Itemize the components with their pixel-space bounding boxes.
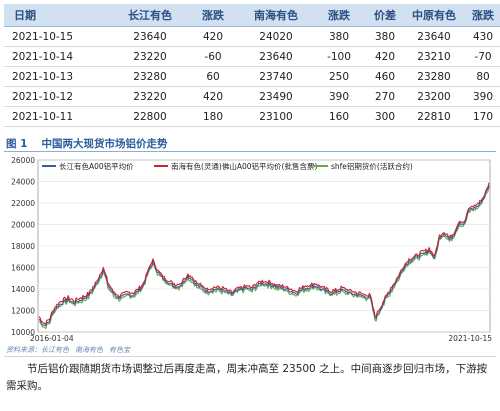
source-youse: 有色宝 bbox=[109, 346, 130, 354]
legend-label: 南海有色(灵通)佛山A00铝平均价(批售含票) bbox=[171, 161, 317, 171]
cell-change: 430 bbox=[460, 26, 500, 47]
table-row: 2021-10-11 22800 180 23100 160 300 22810… bbox=[4, 106, 500, 127]
cell-nanhai: 23740 bbox=[236, 66, 316, 87]
y-tick-label: 16000 bbox=[11, 264, 35, 273]
figure-caption: 图 1 中国两大现货市场铝价走势 bbox=[6, 136, 167, 151]
cell-zhongyuan: 23200 bbox=[408, 86, 460, 107]
header-change-2: 涨跌 bbox=[316, 4, 362, 27]
source-label: 资料来源：长江有色 bbox=[6, 346, 69, 354]
cell-change: 180 bbox=[190, 106, 236, 127]
table-row: 2021-10-12 23220 420 23490 390 270 23200… bbox=[4, 86, 500, 107]
table-row: 2021-10-13 23280 60 23740 250 460 23280 … bbox=[4, 66, 500, 87]
y-tick-label: 18000 bbox=[11, 242, 35, 251]
header-changjiang: 长江有色 bbox=[110, 4, 190, 27]
cell-spread: 300 bbox=[362, 106, 408, 127]
cell-nanhai: 23640 bbox=[236, 46, 316, 67]
source-nanhai: 南海有色 bbox=[75, 346, 103, 354]
body-paragraph: 节后铝价跟随期货市场调整过后再度走高，周末冲高至 23500 之上。中间商逐步回… bbox=[6, 363, 488, 392]
cell-change: 160 bbox=[316, 106, 362, 127]
y-tick-label: 24000 bbox=[11, 178, 35, 187]
cell-date: 2021-10-14 bbox=[4, 46, 110, 67]
cell-change: -70 bbox=[460, 46, 500, 67]
y-tick-label: 12000 bbox=[11, 307, 35, 316]
header-date: 日期 bbox=[4, 4, 110, 27]
cell-change: 420 bbox=[190, 86, 236, 107]
cell-changjiang: 23640 bbox=[110, 26, 190, 47]
cell-change: 170 bbox=[460, 106, 500, 127]
figure-title: 中国两大现货市场铝价走势 bbox=[41, 138, 168, 150]
cell-changjiang: 23220 bbox=[110, 86, 190, 107]
cell-change: 390 bbox=[460, 86, 500, 107]
cell-change: 80 bbox=[460, 66, 500, 87]
header-zhongyuan: 中原有色 bbox=[408, 4, 460, 27]
cell-date: 2021-10-13 bbox=[4, 66, 110, 87]
header-change-1: 涨跌 bbox=[190, 4, 236, 27]
header-nanhai: 南海有色 bbox=[236, 4, 316, 27]
cell-changjiang: 23280 bbox=[110, 66, 190, 87]
legend-label: 长江有色A00铝平均价 bbox=[59, 161, 134, 171]
cell-change: 60 bbox=[190, 66, 236, 87]
cell-change: 250 bbox=[316, 66, 362, 87]
x-tick-label: 2016-01-04 bbox=[30, 334, 74, 342]
y-tick-label: 14000 bbox=[11, 285, 35, 294]
cell-change: 390 bbox=[316, 86, 362, 107]
cell-zhongyuan: 23210 bbox=[408, 46, 460, 67]
header-spread: 价差 bbox=[362, 4, 408, 27]
x-tick-label: 2021-10-15 bbox=[448, 334, 492, 342]
price-table: 日期 长江有色 涨跌 南海有色 涨跌 价差 中原有色 涨跌 2021-10-15… bbox=[4, 4, 500, 127]
cell-spread: 270 bbox=[362, 86, 408, 107]
cell-date: 2021-10-15 bbox=[4, 26, 110, 47]
table-header-row: 日期 长江有色 涨跌 南海有色 涨跌 价差 中原有色 涨跌 bbox=[4, 4, 500, 27]
figure-number: 图 1 bbox=[6, 138, 28, 150]
cell-change: 380 bbox=[316, 26, 362, 47]
series-line bbox=[38, 182, 490, 325]
chart-source: 资料来源：长江有色 南海有色 有色宝 bbox=[6, 345, 136, 355]
table-row: 2021-10-15 23640 420 24020 380 380 23640… bbox=[4, 26, 500, 47]
series-line bbox=[38, 185, 490, 330]
cell-nanhai: 24020 bbox=[236, 26, 316, 47]
header-change-3: 涨跌 bbox=[460, 4, 500, 27]
cell-spread: 460 bbox=[362, 66, 408, 87]
cell-changjiang: 22800 bbox=[110, 106, 190, 127]
cell-zhongyuan: 23280 bbox=[408, 66, 460, 87]
cell-change: 420 bbox=[190, 26, 236, 47]
table-row: 2021-10-14 23220 -60 23640 -100 420 2321… bbox=[4, 46, 500, 67]
caption-divider bbox=[4, 151, 496, 152]
y-tick-label: 20000 bbox=[11, 221, 35, 230]
y-tick-label: 22000 bbox=[11, 199, 35, 208]
aluminum-price-chart: 10000 12000 14000 16000 18000 20000 22000 24000… bbox=[11, 156, 492, 342]
cell-changjiang: 23220 bbox=[110, 46, 190, 67]
cell-nanhai: 23490 bbox=[236, 86, 316, 107]
cell-spread: 380 bbox=[362, 26, 408, 47]
source-divider bbox=[4, 356, 496, 357]
cell-spread: 420 bbox=[362, 46, 408, 67]
series-line bbox=[38, 185, 490, 327]
y-tick-label: 26000 bbox=[11, 156, 35, 165]
cell-zhongyuan: 23640 bbox=[408, 26, 460, 47]
cell-date: 2021-10-12 bbox=[4, 86, 110, 107]
y-tick-label: 10000 bbox=[11, 328, 35, 337]
cell-zhongyuan: 22810 bbox=[408, 106, 460, 127]
cell-date: 2021-10-11 bbox=[4, 106, 110, 127]
cell-change: -60 bbox=[190, 46, 236, 67]
cell-change: -100 bbox=[316, 46, 362, 67]
cell-nanhai: 23100 bbox=[236, 106, 316, 127]
legend-label: shfe铝期货价(活跃合约) bbox=[331, 161, 413, 171]
